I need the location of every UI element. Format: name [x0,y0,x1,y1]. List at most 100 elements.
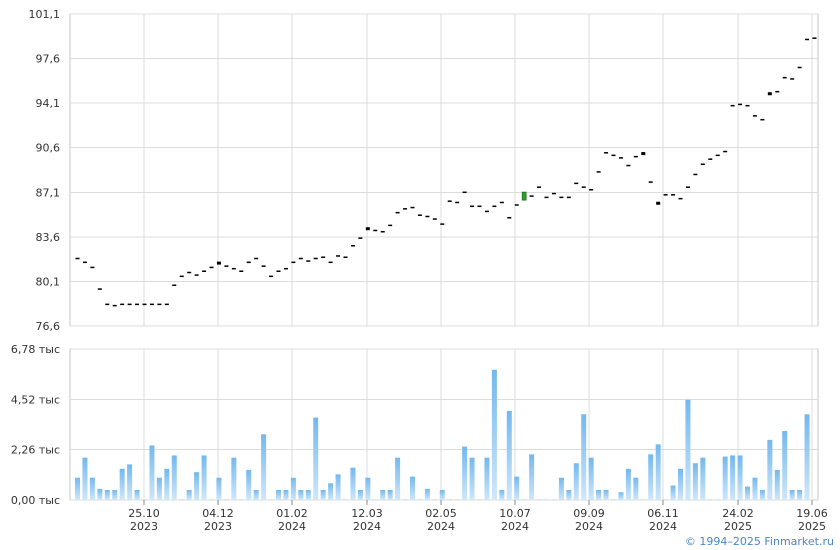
price-candle [403,208,408,210]
volume-bar [238,499,244,500]
price-candle [589,188,594,191]
volume-bar [320,489,326,500]
price-panel: 76,6 80,1 83,6 87,1 90,6 94,1 97,6 101,1 [29,8,819,333]
price-candle [484,210,489,213]
volume-bar [328,483,334,500]
volume-bar [357,489,363,500]
price-candle [276,270,281,272]
volume-bar [514,476,520,500]
x-tick-year: 2025 [798,520,826,533]
price-candle [380,231,385,233]
volume-bar [573,463,579,500]
volume-bar [521,499,527,500]
volume-bar [715,499,721,500]
price-tick-label: 87,1 [36,186,61,199]
price-candle [365,227,370,231]
price-candle [417,214,422,216]
price-candle [440,223,445,225]
price-candle [618,157,623,159]
volume-bar [186,489,192,500]
price-candle [410,206,415,209]
volume-bar [774,469,780,500]
price-candle [358,237,363,239]
price-candle [425,215,430,218]
price-candle [507,217,512,219]
price-candle [700,163,705,166]
volume-bar [149,445,155,500]
price-candle [559,196,564,199]
volume-bar [544,499,549,500]
volume-plot-frame [69,348,819,501]
price-candle [112,304,117,307]
volume-bar [462,446,468,500]
x-tick-date: 24.02 [722,507,754,520]
x-tick-year: 2024 [501,520,529,533]
price-candle [90,266,95,269]
volume-bar [469,457,475,500]
x-tick-year: 2023 [130,520,158,533]
x-tick-date: 25.10 [128,507,160,520]
volume-bar [410,476,415,500]
volume-bar [171,455,177,500]
volume-bar [745,486,750,500]
price-candle [261,265,266,267]
copyright-credit[interactable]: © 1994–2025 Finmarket.ru [684,535,834,548]
volume-bar [804,414,810,500]
volume-bar [253,489,259,500]
price-candle [537,186,542,188]
x-tick-year: 2024 [278,520,306,533]
price-candle [246,261,251,264]
volume-bar [209,499,214,500]
price-candle [723,150,728,153]
price-candle [194,274,199,276]
volume-bar [588,457,594,500]
volume-bar [618,492,624,500]
price-candle [596,171,601,173]
volume-bar [700,457,706,500]
price-candle [224,265,229,267]
volume-bar [551,499,557,500]
volume-bar [216,477,222,500]
price-candle [321,256,326,258]
price-candle [127,303,132,306]
price-candle [626,164,631,167]
volume-bar [491,369,497,500]
price-candle [611,154,616,157]
price-candle [395,211,400,214]
volume-bar [134,489,140,500]
volume-bar [104,489,110,500]
volume-bar [506,410,512,500]
volume-bar [350,467,356,500]
price-tick-label: 80,1 [36,275,61,288]
volume-bar [261,434,267,500]
volume-bar [156,477,162,500]
price-candle [544,196,549,199]
volume-bar [603,489,609,500]
volume-bar [685,399,691,500]
volume-bar [648,454,654,500]
volume-bar [663,499,669,500]
volume-bar [499,489,505,500]
volume-bar [737,455,743,500]
volume-bar [142,499,147,500]
volume-bar [127,464,133,500]
price-candle [142,303,147,306]
volume-bar [119,468,125,500]
price-candle [529,195,534,197]
volume-bar [335,474,341,500]
volume-bar [529,454,535,500]
volume-bar [640,499,646,500]
price-candle [254,257,259,260]
price-tick-label: 76,6 [36,320,61,333]
price-candle [120,303,125,306]
volume-bar [558,477,564,500]
price-candle [269,275,274,278]
volume-bar [655,444,661,500]
volume-bar [417,499,423,500]
volume-bar [97,488,103,500]
price-candle [298,257,303,260]
volume-bar [759,489,765,500]
volume-bar [82,457,88,500]
x-tick-year: 2024 [353,520,381,533]
volume-bar [767,439,773,500]
